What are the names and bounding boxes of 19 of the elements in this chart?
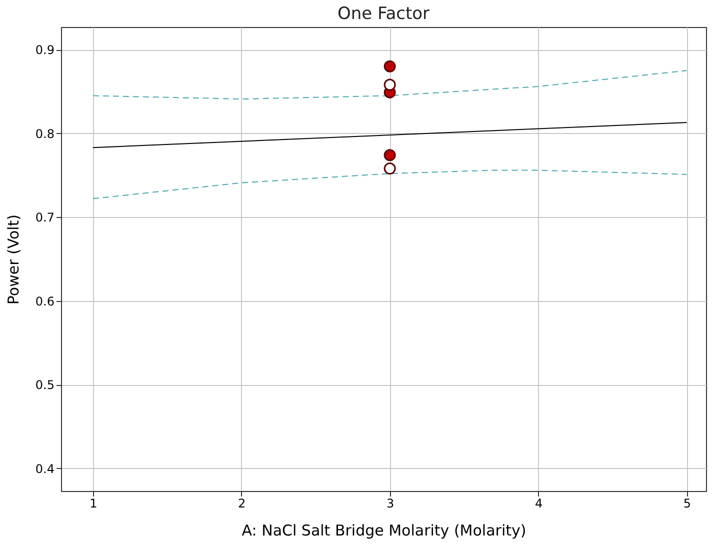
- y-tick-label: 0.5: [35, 378, 54, 392]
- y-tick-label: 0.7: [35, 210, 54, 225]
- line-series: [92, 70, 688, 100]
- x-axis-title: A: NaCl Salt Bridge Molarity (Molarity): [242, 522, 526, 540]
- y-tick-label: 0.8: [35, 126, 54, 141]
- point: [384, 78, 396, 91]
- chart-title: One Factor: [337, 4, 430, 24]
- x-tick-label: 4: [534, 496, 543, 510]
- y-tick-label: 0.6: [35, 294, 54, 308]
- point: [384, 60, 396, 72]
- point: [384, 162, 396, 175]
- y-tick-label: 0.4: [35, 462, 54, 476]
- y-tick-label: 0.9: [35, 43, 54, 58]
- x-tick-label: 2: [238, 496, 246, 510]
- point: [384, 149, 396, 162]
- x-tick-label: 5: [683, 496, 692, 510]
- y-axis-title: Power (Volt): [4, 214, 22, 305]
- x-tick-label: 1: [90, 496, 98, 510]
- x-tick-label: 3: [386, 496, 394, 510]
